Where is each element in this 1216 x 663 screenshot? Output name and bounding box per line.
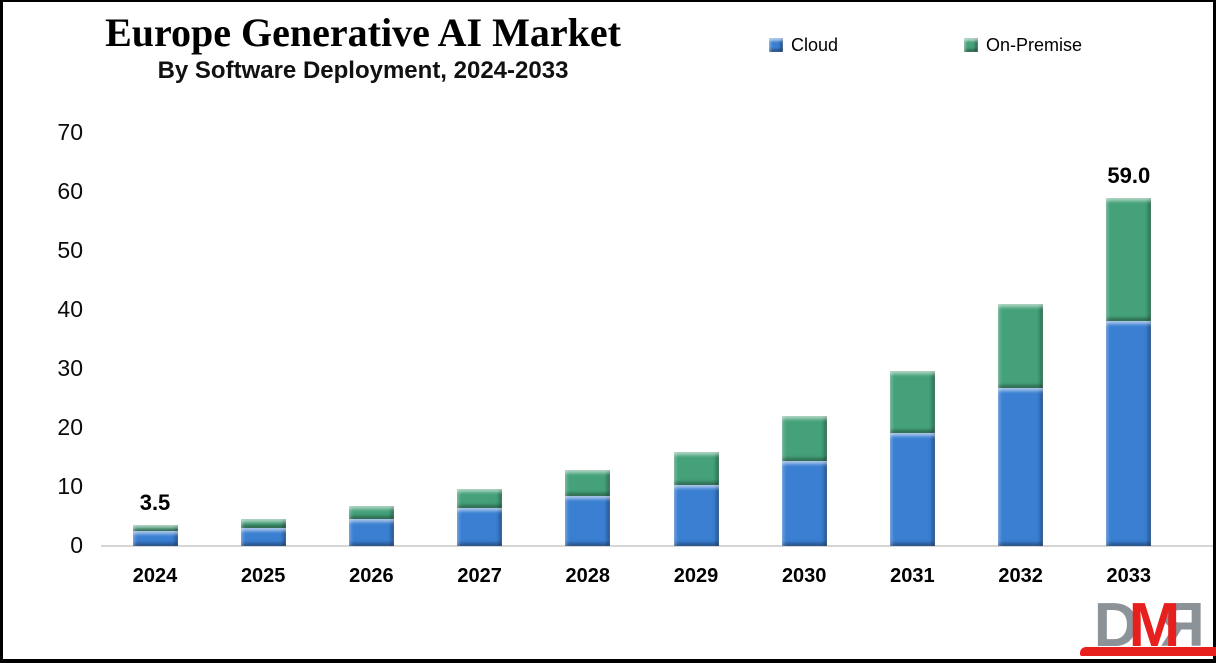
y-axis-tick-label: 40 bbox=[57, 296, 83, 322]
logo-letter-r-mirrored: R bbox=[1170, 591, 1205, 660]
x-axis-label: 2031 bbox=[890, 565, 935, 587]
stacked-bar-2033 bbox=[1106, 197, 1152, 546]
bar-segment-cloud bbox=[781, 461, 827, 546]
stacked-bar-2026 bbox=[348, 505, 394, 546]
x-axis-label: 2026 bbox=[349, 565, 394, 587]
x-axis-label: 2025 bbox=[240, 565, 286, 587]
stacked-bar-2032 bbox=[998, 304, 1044, 546]
bar-segment-cloud bbox=[457, 508, 503, 546]
x-axis-label: 2029 bbox=[673, 565, 719, 587]
bar-segment-cloud bbox=[889, 432, 935, 546]
title-block: Europe Generative AI Market By Software … bbox=[43, 10, 683, 86]
x-axis-label: 2028 bbox=[565, 565, 611, 587]
chart-subtitle: By Software Deployment, 2024-2033 bbox=[157, 57, 569, 84]
y-axis-tick-label: 50 bbox=[57, 237, 83, 263]
chart-title: Europe Generative AI Market bbox=[105, 10, 621, 55]
y-axis-tick-label: 0 bbox=[70, 532, 83, 558]
bar-segment-on-premise bbox=[457, 488, 503, 509]
bar-segment-on-premise bbox=[781, 416, 827, 462]
x-axis-label: 2032 bbox=[998, 565, 1043, 587]
x-axis-label: 2033 bbox=[1106, 565, 1152, 587]
bar-segment-cloud bbox=[132, 531, 178, 546]
stacked-bar-2030 bbox=[781, 416, 827, 546]
bar-segment-on-premise bbox=[132, 525, 178, 532]
on-premise-legend-swatch-icon bbox=[964, 38, 978, 52]
bar-segment-cloud bbox=[1106, 321, 1152, 546]
legend-item-cloud: Cloud bbox=[769, 33, 838, 57]
stacked-bar-2029 bbox=[673, 452, 719, 546]
bar-segment-on-premise bbox=[1106, 197, 1152, 322]
x-axis-line bbox=[101, 545, 1213, 547]
bar-total-label: 3.5 bbox=[139, 490, 171, 516]
bar-segment-cloud bbox=[565, 495, 611, 546]
stacked-bar-2028 bbox=[565, 469, 611, 546]
dmr-logo: DMR bbox=[1079, 591, 1216, 660]
bar-segment-cloud bbox=[240, 527, 286, 546]
bar-segment-cloud bbox=[348, 519, 394, 546]
y-axis-tick-label: 30 bbox=[57, 355, 83, 381]
logo-letter-m: M bbox=[1128, 591, 1181, 660]
bar-segment-on-premise bbox=[889, 370, 935, 433]
stacked-bar-2027 bbox=[457, 488, 503, 546]
y-axis-tick-label: 70 bbox=[57, 119, 83, 145]
y-axis-tick-label: 10 bbox=[57, 473, 83, 499]
stacked-bar-2024 bbox=[132, 525, 178, 546]
x-axis-label: 2027 bbox=[457, 565, 502, 587]
bar-segment-cloud bbox=[998, 388, 1044, 546]
y-axis-tick-label: 20 bbox=[57, 414, 83, 440]
bar-segment-on-premise bbox=[348, 505, 394, 520]
bar-segment-on-premise bbox=[240, 519, 286, 528]
logo-red-swoosh bbox=[1079, 647, 1216, 656]
cloud-legend-swatch-icon bbox=[769, 38, 783, 52]
bar-segment-on-premise bbox=[673, 452, 719, 485]
legend-label-cloud: Cloud bbox=[791, 35, 839, 55]
bar-segment-on-premise bbox=[565, 469, 611, 496]
x-axis-label: 2024 bbox=[132, 565, 178, 587]
y-axis-tick-label: 60 bbox=[57, 178, 83, 204]
bar-segment-on-premise bbox=[998, 304, 1044, 389]
bar-total-label: 59.0 bbox=[1107, 162, 1151, 188]
stacked-bar-2031 bbox=[889, 370, 935, 546]
legend-label-on-premise: On-Premise bbox=[986, 35, 1083, 55]
logo-letter-d: D bbox=[1093, 591, 1139, 660]
stacked-bar-2025 bbox=[240, 519, 286, 546]
x-axis-label: 2030 bbox=[781, 565, 827, 587]
legend-item-on-premise: On-Premise bbox=[964, 33, 1082, 57]
bar-segment-cloud bbox=[673, 484, 719, 546]
